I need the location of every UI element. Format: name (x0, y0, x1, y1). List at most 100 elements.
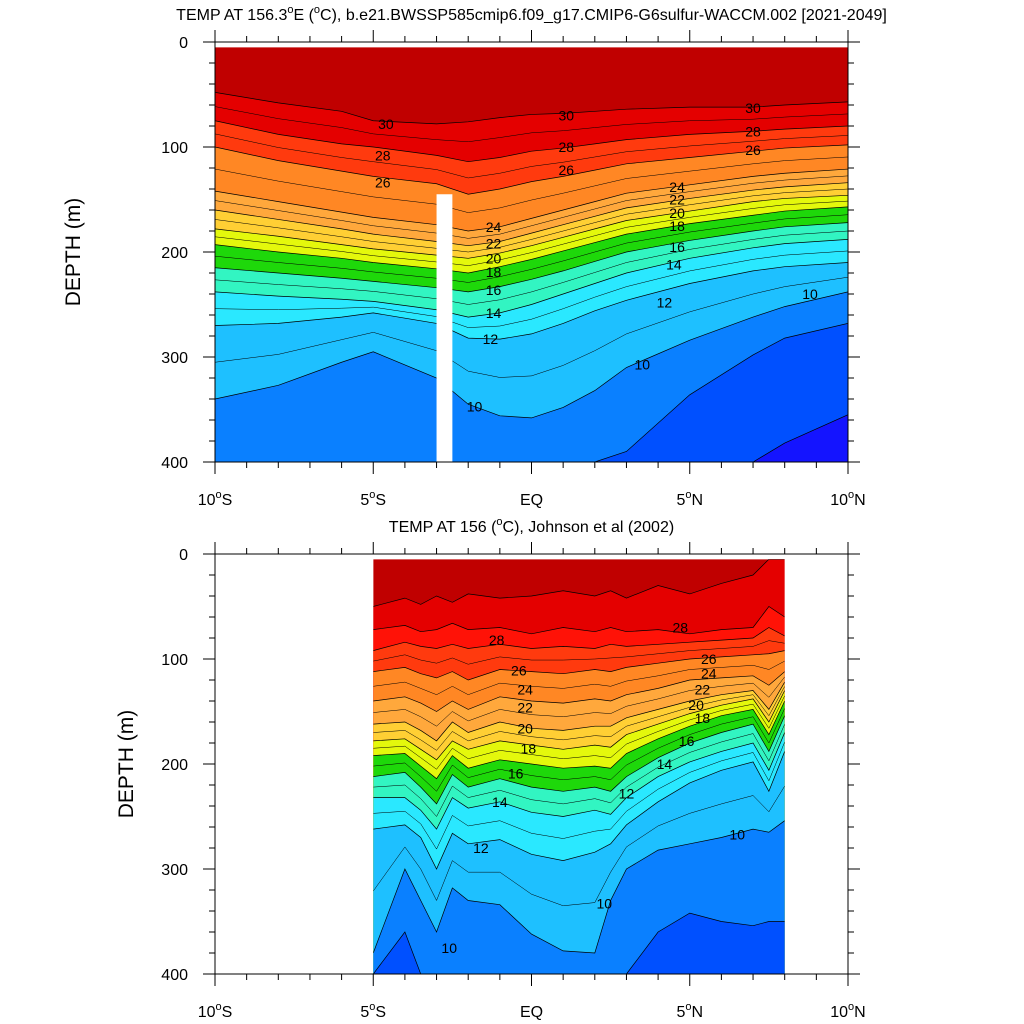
isotherm-28 (215, 120, 848, 163)
isotherm-10 (373, 820, 785, 954)
x-tick-label: 10oN (830, 489, 865, 509)
x-tick-label: 10oS (198, 1001, 233, 1021)
contour-label: 26 (375, 175, 391, 191)
isotherm-12 (215, 262, 848, 340)
isotherm-24 (373, 671, 785, 712)
contour-label: 28 (375, 147, 391, 163)
isotherm-15 (215, 230, 848, 305)
isotherm-25 (215, 156, 848, 213)
y-tick-label: 300 (161, 350, 188, 367)
contour-label: 16 (508, 765, 524, 781)
contour-label: 16 (679, 733, 695, 749)
isotherm-11 (215, 276, 848, 378)
isotherm-25 (373, 660, 785, 695)
isotherm-21 (215, 188, 848, 253)
isotherm-20 (373, 690, 785, 761)
contour-label: 30 (559, 108, 575, 124)
contour-label: 22 (669, 192, 685, 208)
contour-label: 14 (492, 794, 508, 810)
contour-fill (215, 47, 848, 462)
contour-label: 30 (745, 100, 761, 116)
contour-label: 22 (695, 681, 711, 697)
x-tick-label: 5oN (676, 489, 703, 509)
contour-label: 18 (669, 218, 685, 234)
isotherm-19 (373, 695, 785, 770)
isotherm-27 (215, 133, 848, 179)
isotherm-15 (373, 724, 785, 817)
contour-label: 28 (672, 620, 688, 636)
contour-label: 10 (597, 896, 613, 912)
y-tick-label: 300 (161, 862, 188, 879)
isotherm-30 (373, 559, 785, 607)
contour-label: 26 (701, 651, 717, 667)
contour-label: 14 (486, 305, 502, 321)
isotherm-9 (215, 323, 848, 462)
contour-label: 12 (657, 294, 673, 310)
contour-label: 10 (634, 356, 650, 372)
y-tick-label: 200 (161, 245, 188, 262)
contour-label: 24 (669, 179, 685, 195)
x-tick-label: EQ (520, 492, 543, 509)
y-tick-label: 100 (161, 140, 188, 157)
chart-title: TEMP AT 156 (oC), Johnson et al (2002) (389, 516, 674, 536)
contour-label: 20 (517, 720, 533, 736)
isotherm-9 (373, 912, 785, 974)
contour-label: 30 (378, 116, 394, 132)
isotherm-12 (373, 751, 785, 870)
y-tick-label: 400 (161, 455, 188, 472)
isotherm-20 (215, 194, 848, 259)
contour-label: 24 (517, 681, 533, 697)
isotherm-27 (373, 640, 785, 665)
x-tick-label: EQ (520, 1004, 543, 1021)
isotherm-23 (373, 676, 785, 727)
chart-title: TEMP AT 156.3oE (oC), b.e21.BWSSP585cmip… (176, 4, 887, 24)
contour-label: 10 (729, 826, 745, 842)
isotherm-30 (215, 92, 848, 125)
contour-label: 12 (483, 331, 499, 347)
band-8 (215, 414, 848, 462)
contour-label: 20 (486, 250, 502, 266)
contour-label: 24 (701, 666, 717, 682)
isotherm-28 (373, 627, 785, 651)
isotherm-17 (373, 708, 785, 792)
contour-label: 12 (619, 785, 635, 801)
isotherm-23 (215, 175, 848, 239)
y-tick-label: 400 (161, 967, 188, 984)
isotherm-10 (215, 291, 848, 419)
contour-label: 22 (486, 236, 502, 252)
contour-label: 18 (521, 740, 537, 756)
isotherm-26 (373, 650, 785, 681)
y-tick-label: 0 (179, 35, 188, 52)
contour-label: 10 (441, 940, 457, 956)
isotherm-22 (215, 182, 848, 247)
isotherm-16 (215, 222, 848, 293)
contour-label: 28 (745, 123, 761, 139)
contour-label: 14 (657, 756, 673, 772)
contour-label: 18 (486, 264, 502, 280)
isotherm-24 (215, 168, 848, 232)
isotherm-18 (215, 206, 848, 274)
isotherm-14 (373, 732, 785, 830)
y-tick-label: 100 (161, 652, 188, 669)
x-tick-label: 5oS (360, 489, 386, 509)
contour-label: 12 (473, 840, 489, 856)
isotherm-16 (373, 715, 785, 805)
contour-label: 14 (666, 257, 682, 273)
x-tick-label: 5oS (360, 1001, 386, 1021)
contour-label: 26 (559, 162, 575, 178)
y-tick-label: 0 (179, 547, 188, 564)
isotherm-13 (215, 250, 848, 328)
contour-label: 10 (467, 398, 483, 414)
x-tick-label: 10oS (198, 489, 233, 509)
missing-data-column (436, 194, 453, 462)
isotherm-22 (373, 681, 785, 742)
contour-label: 28 (489, 632, 505, 648)
contour-label: 20 (669, 205, 685, 221)
contour-label: 16 (486, 282, 502, 298)
x-tick-label: 5oN (676, 1001, 703, 1021)
contour-label: 10 (802, 286, 818, 302)
isotherm-21 (373, 686, 785, 751)
isotherm-13 (373, 741, 785, 850)
